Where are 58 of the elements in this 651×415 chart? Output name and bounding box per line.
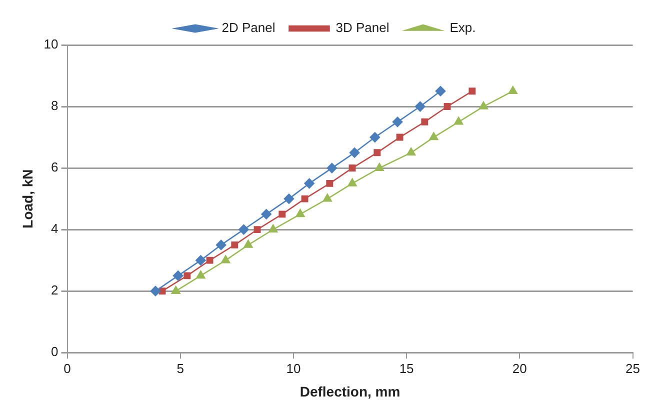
point bbox=[254, 226, 261, 234]
point bbox=[301, 195, 308, 202]
point bbox=[508, 86, 518, 94]
point bbox=[392, 116, 403, 128]
point bbox=[206, 256, 214, 264]
point bbox=[296, 209, 305, 218]
x-tick-label: 0 bbox=[64, 360, 71, 376]
point bbox=[261, 209, 272, 220]
point bbox=[468, 88, 476, 95]
y-tick-label: 0 bbox=[51, 344, 58, 360]
point bbox=[374, 162, 384, 171]
point bbox=[322, 194, 332, 202]
legend-label: 2D Panel bbox=[222, 20, 276, 36]
point bbox=[374, 149, 381, 156]
y-axis-title: Load, kN bbox=[19, 169, 36, 228]
x-axis-title: Deflection, mm bbox=[300, 383, 400, 400]
point bbox=[304, 178, 314, 189]
point bbox=[172, 270, 184, 281]
point bbox=[284, 194, 294, 204]
point bbox=[150, 286, 161, 296]
point bbox=[370, 132, 380, 142]
point bbox=[406, 148, 416, 156]
point bbox=[326, 180, 334, 187]
point bbox=[244, 240, 253, 248]
point bbox=[238, 224, 249, 235]
point bbox=[196, 270, 206, 279]
x-tick-label: 5 bbox=[176, 360, 184, 376]
legend-label: 3D Panel bbox=[336, 20, 390, 36]
point bbox=[478, 101, 488, 110]
point bbox=[326, 162, 338, 174]
point bbox=[421, 118, 428, 126]
y-tick-label: 10 bbox=[44, 36, 58, 52]
point bbox=[231, 241, 238, 248]
y-tick-label: 4 bbox=[51, 221, 58, 236]
point bbox=[454, 116, 464, 125]
point bbox=[429, 132, 438, 140]
point bbox=[216, 240, 226, 250]
x-tick-label: 15 bbox=[399, 360, 414, 376]
x-tick-label: 10 bbox=[286, 360, 301, 376]
point bbox=[348, 178, 357, 186]
point bbox=[414, 101, 426, 112]
point bbox=[221, 255, 230, 264]
point bbox=[349, 148, 360, 158]
point bbox=[348, 164, 356, 172]
x-tick-label: 20 bbox=[512, 360, 527, 376]
legend-label: Exp. bbox=[450, 20, 476, 36]
y-tick-label: 6 bbox=[51, 160, 58, 175]
point bbox=[435, 86, 446, 96]
point bbox=[444, 103, 451, 110]
point bbox=[184, 272, 191, 280]
point bbox=[171, 286, 180, 294]
y-tick-label: 2 bbox=[51, 282, 58, 298]
point bbox=[278, 210, 286, 218]
point bbox=[396, 134, 404, 141]
x-tick-label: 25 bbox=[626, 360, 640, 376]
point bbox=[196, 255, 206, 266]
y-tick-label: 8 bbox=[51, 98, 58, 114]
point bbox=[268, 224, 278, 232]
